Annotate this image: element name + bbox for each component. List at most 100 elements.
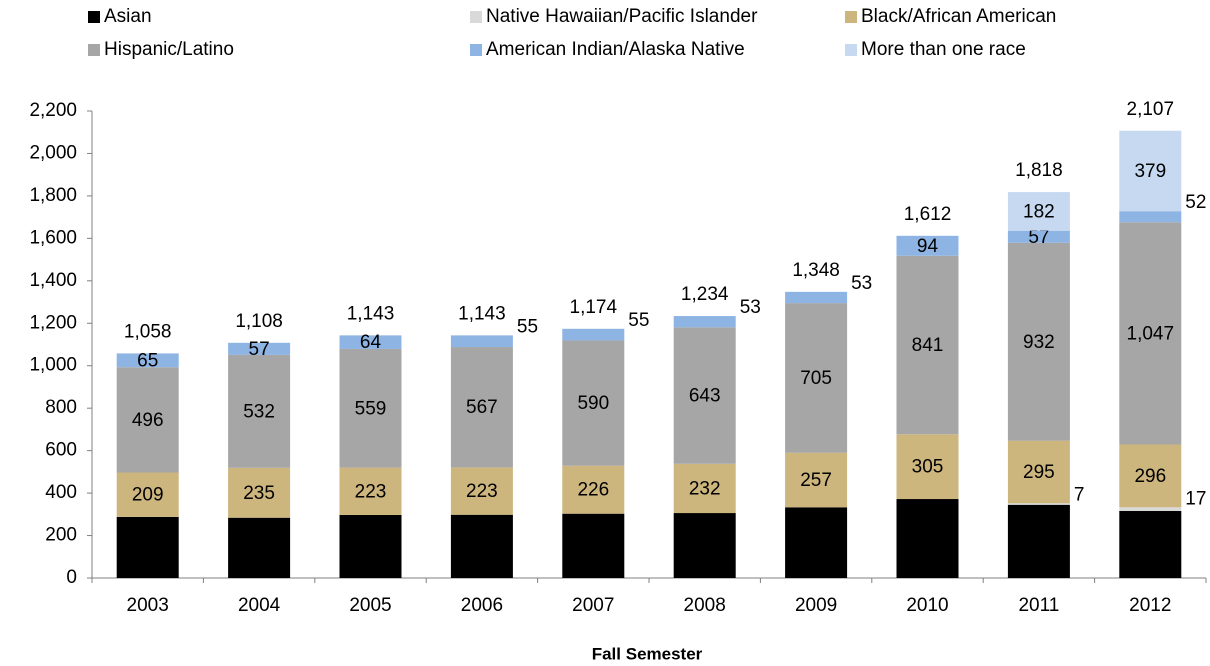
data-label: 226 <box>577 480 609 501</box>
bar-segment <box>339 467 402 515</box>
data-label: 379 <box>1134 161 1166 182</box>
y-tick-label: 800 <box>45 397 77 418</box>
data-label: 65 <box>137 350 158 371</box>
bar-segment <box>450 347 513 468</box>
bar-segment <box>450 514 513 578</box>
x-tick-label: 2005 <box>349 595 391 616</box>
data-label: 316 <box>1134 534 1166 555</box>
bar-segment <box>673 316 736 328</box>
bar-segment <box>562 340 625 466</box>
bar-segment <box>1007 503 1070 505</box>
y-tick-label: 400 <box>45 482 77 503</box>
bar-segment <box>339 514 402 578</box>
legend-swatch <box>845 44 857 56</box>
data-label: 932 <box>1023 332 1055 353</box>
x-tick-label: 2006 <box>461 595 503 616</box>
bar-segment <box>673 463 736 514</box>
data-label: 559 <box>355 398 387 419</box>
bar-segment <box>339 335 402 349</box>
bar-segment <box>1007 230 1070 243</box>
data-label: 288 <box>132 537 164 558</box>
bar-segment <box>673 327 736 464</box>
x-tick-label: 2003 <box>127 595 169 616</box>
y-tick-label: 1,000 <box>29 355 77 376</box>
legend-label: American Indian/Alaska Native <box>486 39 745 60</box>
data-label: 1,047 <box>1127 323 1175 344</box>
bar-segment <box>896 235 959 256</box>
bar-segment <box>785 291 848 304</box>
x-tick-label: 2011 <box>1018 595 1059 616</box>
legend-swatch <box>88 44 100 56</box>
legend-swatch <box>470 44 482 56</box>
bar-segment <box>1007 242 1070 441</box>
bar-segment <box>1119 444 1182 508</box>
data-label: 532 <box>243 401 275 422</box>
bar-segment <box>1119 211 1182 223</box>
data-label: 333 <box>800 533 832 554</box>
data-label: 55 <box>517 316 538 337</box>
y-tick-label: 1,200 <box>29 312 77 333</box>
data-label: 235 <box>243 483 275 504</box>
total-label: 1,612 <box>904 204 952 225</box>
legend-label: More than one race <box>861 39 1026 60</box>
bar-segment <box>450 335 513 348</box>
data-label: 223 <box>355 481 387 502</box>
y-tick-label: 2,000 <box>29 142 77 163</box>
total-label: 1,058 <box>124 321 172 342</box>
total-label: 1,234 <box>681 284 729 305</box>
bar-segment <box>896 499 959 578</box>
y-tick-label: 0 <box>66 567 77 588</box>
bar-segment <box>1119 130 1182 212</box>
total-label: 1,143 <box>458 303 506 324</box>
x-axis-title: Fall Semester <box>592 644 703 663</box>
legend-swatch <box>88 11 100 23</box>
total-label: 1,108 <box>235 311 283 332</box>
bar-segment <box>785 303 848 453</box>
x-tick-label: 2010 <box>906 595 948 616</box>
bar-segment <box>1007 504 1070 578</box>
data-label: 94 <box>917 236 939 257</box>
total-label: 1,174 <box>570 297 618 318</box>
total-label: 1,143 <box>347 303 395 324</box>
data-label: 297 <box>355 536 387 557</box>
x-tick-label: 2008 <box>684 595 726 616</box>
data-label: 52 <box>1185 192 1206 213</box>
bar-segment <box>562 513 625 578</box>
total-label: 1,348 <box>792 260 840 281</box>
data-label: 496 <box>132 410 164 431</box>
total-label: 1,818 <box>1015 160 1063 181</box>
bar-segment <box>228 342 291 355</box>
legend-label: Native Hawaiian/Pacific Islander <box>486 6 758 27</box>
bar-segment <box>896 434 959 500</box>
data-label: 223 <box>466 481 498 502</box>
data-label: 295 <box>1023 462 1055 483</box>
data-label: 257 <box>800 470 832 491</box>
bar-segment <box>228 517 291 578</box>
data-label: 705 <box>800 368 832 389</box>
data-label: 53 <box>851 273 872 294</box>
bar-segment <box>116 367 179 473</box>
bar-segment <box>785 452 848 508</box>
data-label: 232 <box>689 478 721 499</box>
bar-segment <box>116 353 179 368</box>
y-tick-label: 1,800 <box>29 185 77 206</box>
data-label: 303 <box>577 536 609 557</box>
bar-segment <box>1007 192 1070 231</box>
y-tick-label: 1,400 <box>29 270 77 291</box>
bar-segment <box>450 467 513 515</box>
legend-label: Black/African American <box>861 6 1056 27</box>
bar-segment <box>116 472 179 517</box>
data-label: 841 <box>912 335 944 356</box>
data-label: 55 <box>628 310 649 331</box>
legend-swatch <box>845 11 857 23</box>
bar-segment <box>785 507 848 578</box>
y-tick-label: 200 <box>45 525 77 546</box>
bar-segment <box>562 465 625 514</box>
data-label: 590 <box>577 393 609 414</box>
data-label: 182 <box>1023 201 1055 222</box>
y-tick-label: 1,600 <box>29 227 77 248</box>
bar-segment <box>116 516 179 578</box>
data-label: 372 <box>912 529 944 550</box>
data-label: 567 <box>466 397 498 418</box>
bar-segment <box>562 328 625 341</box>
